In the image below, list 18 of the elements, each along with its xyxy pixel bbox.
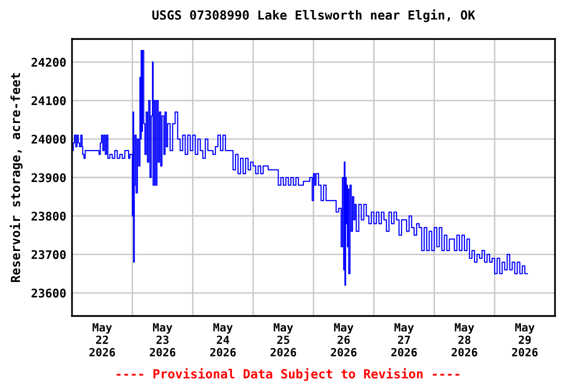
x-tick-label: May 29 2026 <box>512 323 538 356</box>
y-axis-title: Reservoir storage, acre-feet <box>10 73 23 282</box>
x-tick-label: May 26 2026 <box>330 323 356 356</box>
chart-title: USGS 07308990 Lake Ellsworth near Elgin, OK <box>152 9 476 22</box>
y-tick-label: 23900 <box>32 173 66 182</box>
y-tick-label: 24100 <box>32 96 66 106</box>
y-tick-label: 24000 <box>32 134 66 144</box>
x-tick-label: May 27 2026 <box>391 323 417 356</box>
x-tick-label: May 24 2026 <box>210 323 236 356</box>
x-tick-label: May 25 2026 <box>270 323 296 356</box>
y-tick-label: 23600 <box>32 288 66 298</box>
text: ---- Provisional Data Subject to Revision ---- <box>116 368 460 381</box>
x-tick-label: May 22 2026 <box>89 323 115 356</box>
y-tick-label: 23800 <box>32 212 66 221</box>
x-tick-label: May 28 2026 <box>452 323 478 356</box>
y-tick-label: 23700 <box>32 250 66 260</box>
x-tick-label: May 23 2026 <box>150 323 176 356</box>
y-tick-label: 24200 <box>32 58 66 67</box>
